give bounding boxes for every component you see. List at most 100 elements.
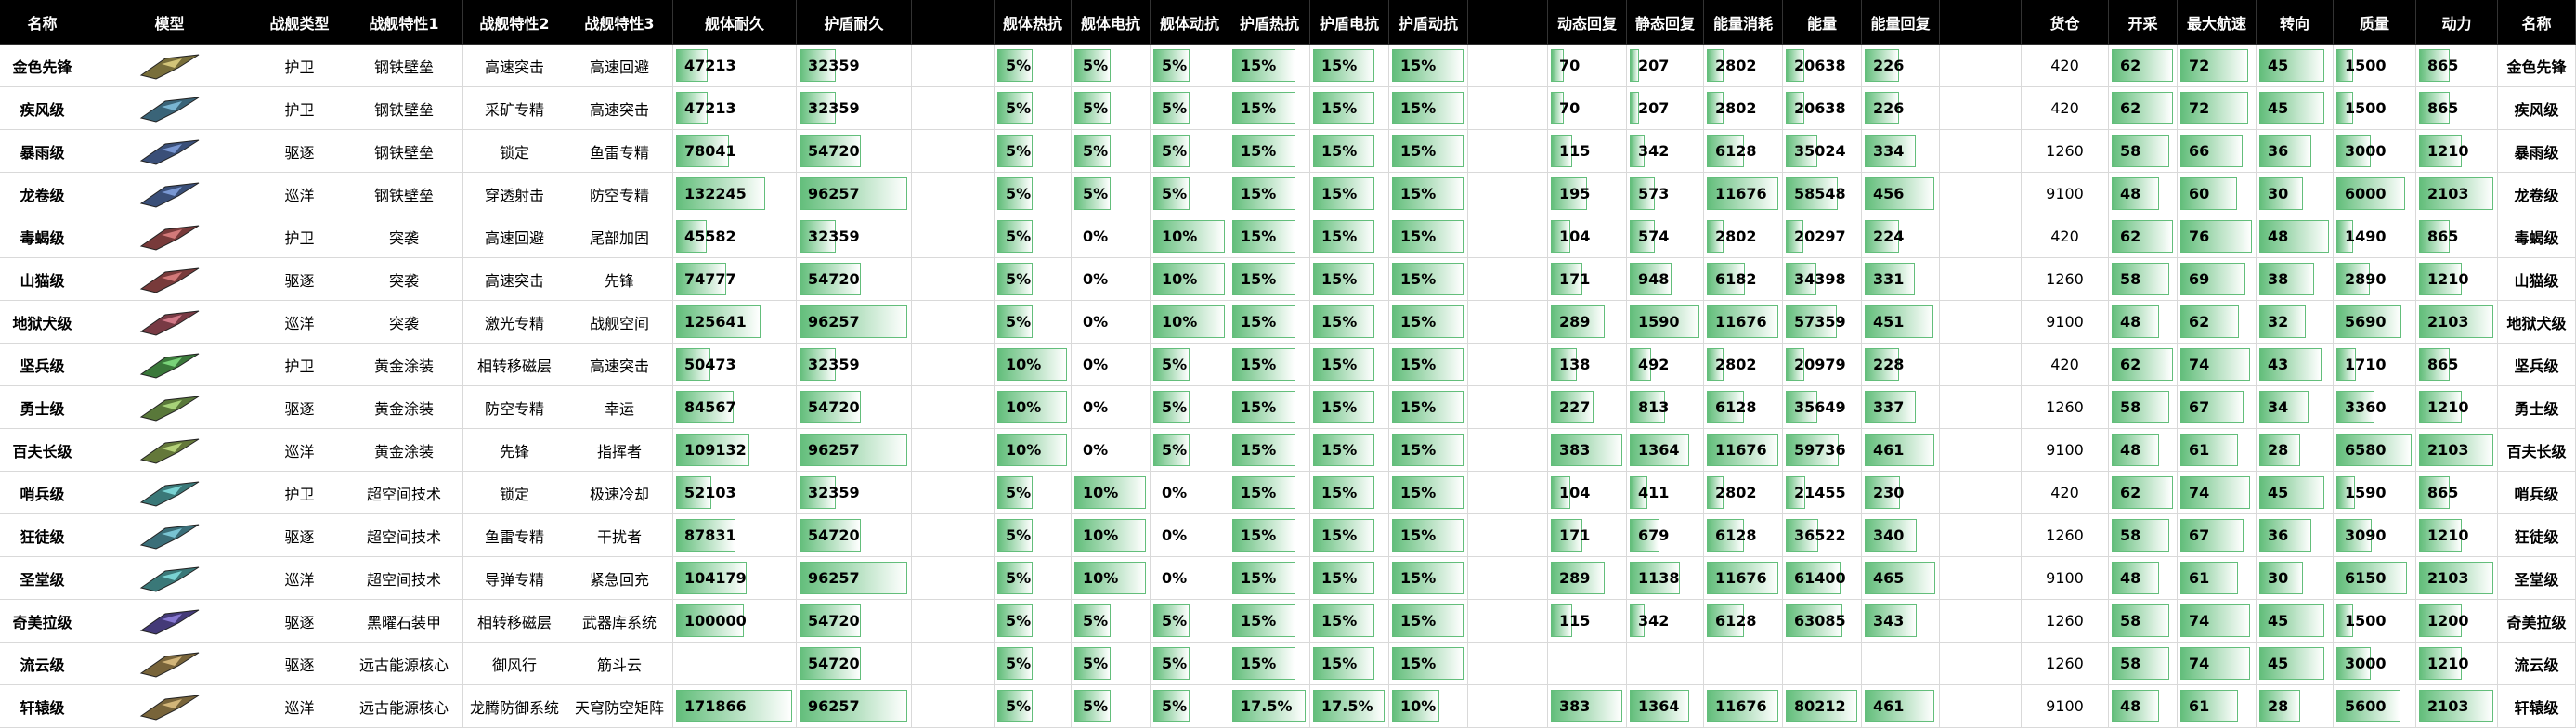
cell-text: 115	[1559, 612, 1591, 630]
table-cell: 5%	[1151, 173, 1229, 215]
data-bar	[1630, 263, 1672, 295]
data-bar	[2180, 348, 2250, 381]
data-bar	[1392, 263, 1464, 295]
table-cell: 6128	[1704, 600, 1783, 643]
table-cell: 32359	[797, 472, 912, 514]
table-cell	[912, 130, 995, 173]
table-cell: 15%	[1389, 557, 1468, 600]
data-bar	[1707, 177, 1778, 210]
table-cell	[1468, 45, 1548, 87]
table-cell: 17.5%	[1229, 685, 1310, 728]
data-bar	[1074, 135, 1111, 167]
cell-text: 17.5%	[1321, 697, 1373, 715]
table-cell: 暴雨级	[2498, 130, 2576, 173]
cell-text: 115	[1559, 142, 1591, 160]
cell-text: 驱逐	[284, 613, 315, 631]
table-cell: 58	[2109, 600, 2178, 643]
header-cell: 护盾热抗	[1229, 0, 1310, 45]
table-cell: 948	[1627, 258, 1704, 301]
data-bar	[1232, 690, 1306, 722]
ship-name: 毒蝎级	[2514, 228, 2559, 247]
cell-text: 15%	[1321, 185, 1358, 202]
data-bar	[1232, 263, 1295, 295]
table-cell: 574	[1627, 215, 1704, 258]
cell-text: 227	[1559, 398, 1591, 416]
ship-name: 勇士级	[20, 399, 65, 418]
cell-text: 62	[2120, 356, 2141, 373]
data-bar	[2180, 391, 2244, 423]
data-bar	[676, 135, 729, 167]
data-bar	[2180, 220, 2252, 253]
table-cell	[1940, 130, 2022, 173]
cell-text: 5%	[1006, 526, 1032, 544]
data-bar	[1707, 348, 1724, 381]
table-cell: 289	[1548, 301, 1627, 344]
cell-text: 96257	[808, 569, 860, 587]
data-bar	[1707, 604, 1745, 637]
cell-text: 1260	[2046, 270, 2084, 288]
cell-text: 驱逐	[284, 527, 315, 546]
data-bar	[1313, 391, 1374, 423]
cell-text: 护卫	[284, 228, 315, 247]
data-bar	[676, 604, 744, 637]
cell-text: 锁定	[499, 143, 529, 162]
table-cell: 5600	[2334, 685, 2416, 728]
table-cell: 5%	[995, 301, 1072, 344]
table-cell: 84567	[673, 386, 797, 429]
data-bar	[1392, 306, 1464, 338]
header-cell	[1940, 0, 2022, 45]
ship-model	[139, 695, 199, 721]
cell-text: 高速突击	[589, 357, 649, 375]
table-cell: 104179	[673, 557, 797, 600]
cell-text: 5%	[1006, 185, 1032, 202]
data-bar	[1392, 220, 1464, 253]
table-cell: 52103	[673, 472, 797, 514]
data-bar	[2419, 49, 2450, 82]
data-bar	[1551, 220, 1570, 253]
cell-text: 9100	[2046, 313, 2084, 331]
cell-text: 穿透射击	[484, 186, 544, 204]
table-cell: 极速冷却	[566, 472, 673, 514]
table-cell: 54720	[797, 643, 912, 685]
table-cell	[1940, 386, 2022, 429]
cell-text: 先锋	[604, 271, 634, 290]
table-cell: 远古能源核心	[345, 685, 463, 728]
table-cell: 62	[2109, 215, 2178, 258]
table-cell: 远古能源核心	[345, 643, 463, 685]
table-cell	[1940, 45, 2022, 87]
data-bar	[2336, 434, 2412, 466]
table-cell	[1468, 685, 1548, 728]
cell-text: 420	[2050, 484, 2079, 501]
ship-model	[139, 139, 199, 165]
table-cell: 420	[2022, 472, 2109, 514]
cell-text: 132245	[684, 185, 747, 202]
table-cell: 54720	[797, 130, 912, 173]
header-cell: 动力	[2416, 0, 2498, 45]
table-cell	[1468, 301, 1548, 344]
table-cell: 28	[2257, 429, 2334, 472]
table-cell: 11676	[1704, 429, 1783, 472]
cell-text: 15%	[1241, 484, 1277, 501]
table-cell: 黄金涂装	[345, 344, 463, 386]
cell-text: 52103	[684, 484, 736, 501]
data-bar	[1786, 306, 1838, 338]
ship-model	[139, 54, 199, 80]
cell-text: 15%	[1241, 228, 1277, 245]
table-cell: 1500	[2334, 45, 2416, 87]
ship-name: 圣堂级	[2514, 570, 2559, 589]
table-cell: 2802	[1704, 45, 1783, 87]
table-cell	[1940, 87, 2022, 130]
table-cell	[85, 472, 254, 514]
table-cell: 轩辕级	[2498, 685, 2576, 728]
cell-text: 96257	[808, 313, 860, 331]
data-bar	[2336, 348, 2357, 381]
cell-text: 15%	[1321, 356, 1358, 373]
table-cell: 48	[2257, 215, 2334, 258]
cell-text: 1500	[2345, 99, 2387, 117]
table-cell: 1210	[2416, 514, 2498, 557]
table-cell: 鱼雷专精	[463, 514, 566, 557]
ship-model	[139, 396, 199, 422]
cell-text: 高速回避	[589, 58, 649, 76]
table-cell: 0%	[1151, 557, 1229, 600]
